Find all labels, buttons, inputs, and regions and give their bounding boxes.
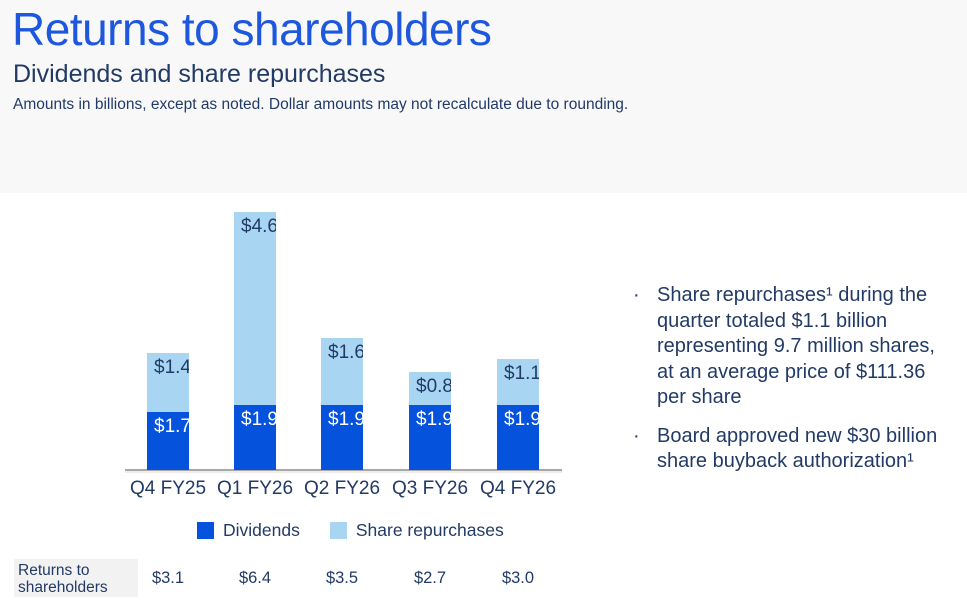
bar-segment-share-repurchases-q2-fy26: $1.6 — [321, 338, 363, 406]
bar-value-label: $1.9 — [504, 409, 539, 431]
bar-segment-share-repurchases-q3-fy26: $0.8 — [409, 371, 451, 406]
bar-segment-share-repurchases-q4-fy25: $1.4 — [147, 353, 189, 413]
legend-swatch-dividends — [197, 522, 214, 539]
bar-segment-dividends-q2-fy26: $1.9 — [321, 405, 363, 470]
bullet-text: Board approved new $30 billion share buy… — [657, 424, 938, 473]
header-band — [0, 0, 967, 193]
bar-value-label: $1.7 — [154, 416, 189, 438]
legend-item-share-repurchases: Share repurchases — [329, 520, 504, 541]
bullet-marker: · — [633, 424, 640, 447]
bar-value-label: $0.8 — [416, 375, 451, 397]
category-label-q2-fy26: Q2 FY26 — [303, 478, 381, 499]
category-label-q4-fy26: Q4 FY26 — [479, 478, 557, 499]
bar-value-label: $1.1 — [504, 363, 539, 385]
page-subtitle: Dividends and share repurchases — [13, 60, 386, 88]
bar-value-label: $1.4 — [154, 357, 189, 379]
highlights-list: · Share repurchases¹ during the quarter t… — [633, 283, 940, 475]
bullet-item-2: · Board approved new $30 billion share bu… — [633, 424, 940, 475]
bar-value-label: $1.9 — [328, 409, 363, 431]
bar-segment-share-repurchases-q1-fy26: $4.6 — [234, 212, 276, 406]
bar-value-label: $4.6 — [241, 216, 276, 238]
totals-value-q4-fy26: $3.0 — [501, 569, 535, 587]
page-note: Amounts in billions, except as noted. Do… — [13, 96, 629, 113]
totals-row-label: Returns to shareholders — [14, 559, 138, 597]
bullet-text: Share repurchases¹ during the quarter to… — [657, 284, 935, 408]
category-label-q4-fy25: Q4 FY25 — [129, 478, 207, 499]
bar-segment-dividends-q1-fy26: $1.9 — [234, 405, 276, 470]
legend-label-dividends: Dividends — [223, 520, 300, 540]
bullet-marker: · — [633, 284, 640, 306]
page-title: Returns to shareholders — [12, 3, 492, 55]
totals-value-q2-fy26: $3.5 — [325, 569, 359, 587]
bar-segment-dividends-q3-fy26: $1.9 — [409, 405, 451, 470]
totals-value-q1-fy26: $6.4 — [238, 569, 272, 587]
bar-segment-dividends-q4-fy25: $1.7 — [147, 412, 189, 470]
totals-value-q3-fy26: $2.7 — [413, 569, 447, 587]
legend-swatch-share-repurchases — [329, 522, 347, 539]
category-label-q1-fy26: Q1 FY26 — [216, 478, 294, 499]
legend-item-dividends: Dividends — [197, 520, 300, 541]
totals-value-q4-fy25: $3.1 — [151, 569, 185, 587]
bar-value-label: $1.6 — [328, 342, 363, 364]
category-label-q3-fy26: Q3 FY26 — [391, 478, 469, 499]
bar-segment-dividends-q4-fy26: $1.9 — [497, 405, 539, 470]
legend-label-share-repurchases: Share repurchases — [355, 520, 504, 540]
bullet-item-1: · Share repurchases¹ during the quarter t… — [633, 283, 940, 411]
bar-value-label: $1.9 — [241, 409, 276, 431]
bar-value-label: $1.9 — [416, 409, 451, 431]
chart-legend: Dividends Share repurchases — [197, 520, 504, 541]
bar-segment-share-repurchases-q4-fy26: $1.1 — [497, 359, 539, 406]
x-axis-line — [125, 469, 562, 471]
